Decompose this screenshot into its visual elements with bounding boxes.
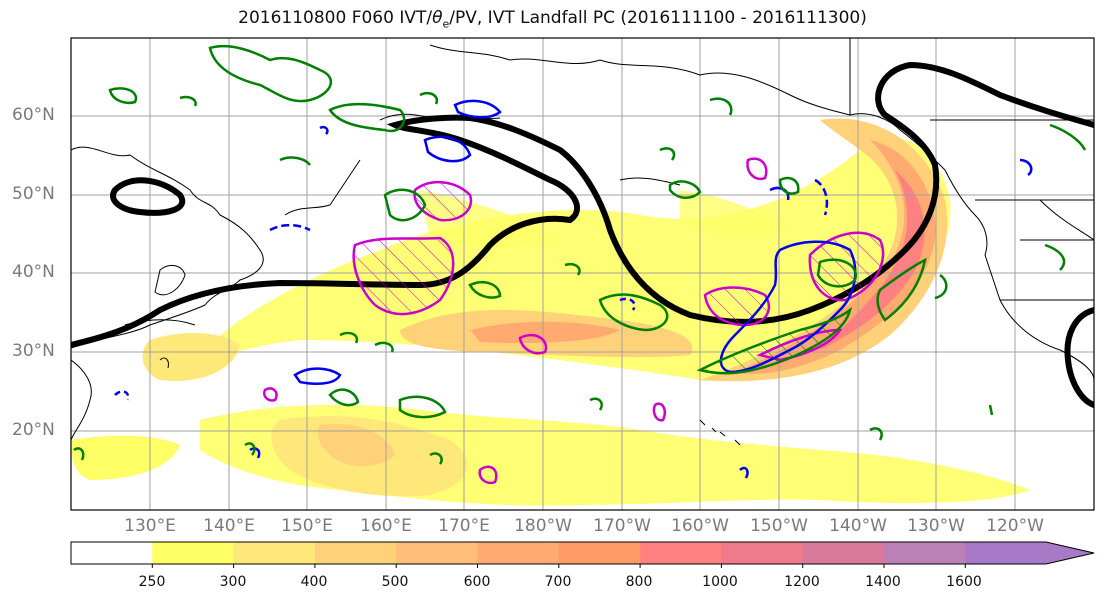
colorbar-segment: [721, 542, 804, 564]
colorbar-tick-500: 500: [381, 574, 409, 590]
lat-label-50n: 50°N: [12, 184, 55, 204]
colorbar-tick-400: 400: [300, 574, 328, 590]
lon-label-170w: 170°W: [593, 516, 651, 536]
colorbar-segments: [71, 542, 1094, 564]
colorbar-segment: [477, 542, 560, 564]
lat-label-30n: 30°N: [12, 341, 55, 361]
colorbar-tick-250: 250: [138, 574, 166, 590]
colorbar-tick-600: 600: [463, 574, 491, 590]
lon-label-150w: 150°W: [750, 516, 808, 536]
coastlines: [71, 38, 1094, 446]
colorbar-tick-1000: 1000: [702, 574, 738, 590]
lon-label-160e: 160°E: [360, 516, 412, 536]
colorbar-segment: [558, 542, 641, 564]
lon-label-160w: 160°W: [671, 516, 729, 536]
lat-label-40n: 40°N: [12, 262, 55, 282]
colorbar-segment: [233, 542, 316, 564]
colorbar-segment: [152, 542, 235, 564]
lon-label-120w: 120°W: [986, 516, 1044, 536]
lon-label-170e: 170°E: [438, 516, 490, 536]
colorbar-tick-1600: 1600: [946, 574, 982, 590]
colorbar-tick-300: 300: [219, 574, 247, 590]
lon-label-150e: 150°E: [281, 516, 333, 536]
lat-label-60n: 60°N: [12, 105, 55, 125]
colorbar-segment: [640, 542, 722, 564]
colorbar-segment: [965, 542, 1094, 564]
lon-label-140w: 140°W: [829, 516, 887, 536]
colorbar-segment: [71, 542, 153, 564]
map-title: 2016110800 F060 IVT/θe/PV, IVT Landfall …: [238, 8, 867, 31]
lon-label-130e: 130°E: [124, 516, 176, 536]
colorbar-segment: [802, 542, 885, 564]
colorbar-outline: [70, 541, 1095, 565]
lon-label-140e: 140°E: [203, 516, 255, 536]
lat-label-20n: 20°N: [12, 420, 55, 440]
colorbar-segment: [314, 542, 397, 564]
colorbar-tick-1400: 1400: [865, 574, 901, 590]
colorbar-tick-800: 800: [625, 574, 653, 590]
colorbar-segment: [396, 542, 478, 564]
lon-label-130w: 130°W: [907, 516, 965, 536]
theta-e-contours: [73, 44, 1087, 465]
lon-label-180w: 180°W: [514, 516, 572, 536]
map-frame: [70, 37, 1095, 511]
colorbar-tick-1200: 1200: [784, 574, 820, 590]
colorbar-segment: [884, 542, 966, 564]
colorbar-tick-700: 700: [544, 574, 572, 590]
